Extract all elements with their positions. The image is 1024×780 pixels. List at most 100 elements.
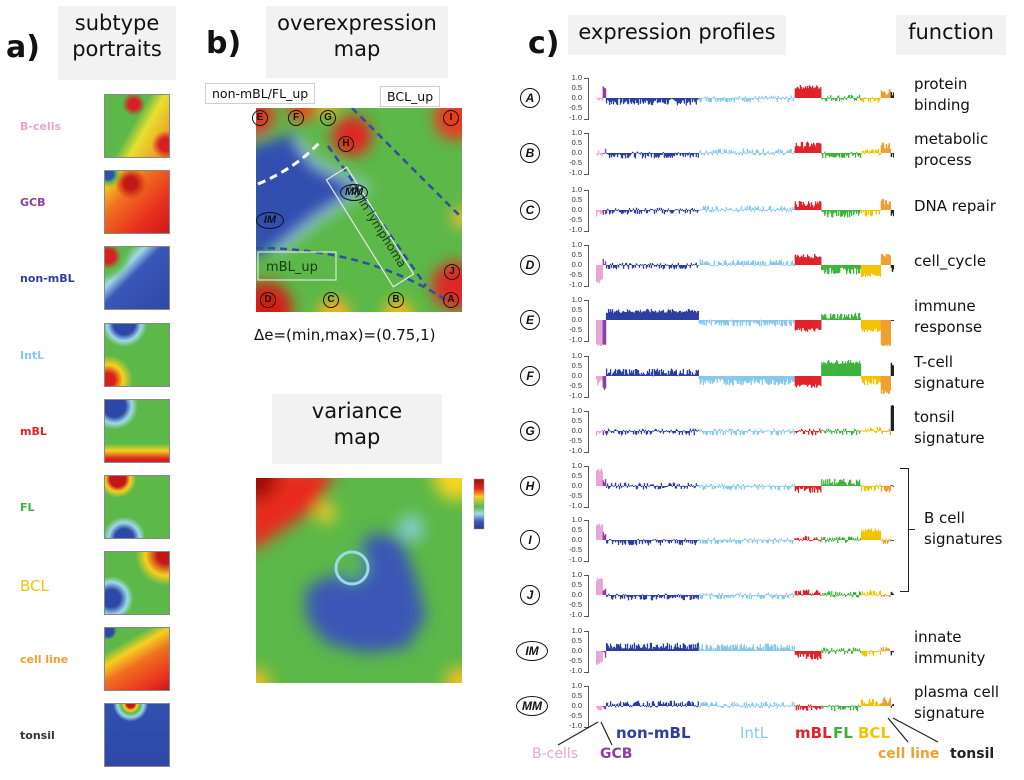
bar-mbl: [814, 376, 816, 388]
bar-fl: [833, 649, 835, 651]
bar-non-mbl: [632, 370, 635, 376]
bar-non-mbl: [639, 647, 642, 651]
bar-intl: [714, 376, 716, 380]
bar-mbl: [814, 706, 816, 708]
bar-mbl: [813, 429, 815, 431]
bar-mbl: [799, 146, 802, 153]
bar-fl: [856, 648, 859, 651]
bar-mbl: [804, 486, 807, 490]
bar-non-mbl: [620, 647, 623, 651]
bar-fl: [821, 98, 823, 100]
bar-fl: [843, 429, 845, 431]
bar-intl: [770, 376, 772, 385]
bar-cell-line: [880, 90, 883, 98]
bar-intl: [768, 706, 770, 709]
bar-mbl: [815, 146, 817, 153]
bar-intl: [770, 152, 772, 153]
bar-intl: [756, 484, 758, 486]
bar-non-mbl: [628, 540, 631, 546]
bar-intl: [736, 593, 738, 595]
bar-intl: [717, 376, 719, 379]
bar-non-mbl: [695, 369, 697, 376]
bar-non-mbl: [617, 309, 620, 320]
bar-bcl: [860, 265, 863, 277]
bar-non-mbl: [614, 368, 617, 376]
bar-non-mbl: [618, 98, 621, 99]
bar-intl: [744, 96, 746, 98]
bar-intl: [765, 540, 767, 543]
bar-intl: [754, 650, 756, 652]
bar-non-mbl: [674, 265, 677, 268]
bar-intl: [791, 540, 793, 545]
bar-mbl: [801, 651, 804, 655]
bar-fl: [835, 651, 837, 654]
bar-non-mbl: [662, 431, 665, 434]
bar-cell-line: [885, 539, 888, 541]
bar-intl: [731, 644, 733, 651]
bar-mbl: [818, 651, 820, 657]
bar-mbl: [802, 87, 805, 98]
bar-non-mbl: [639, 540, 642, 541]
bar-intl: [778, 539, 780, 541]
bar-intl: [780, 98, 782, 100]
bar-non-mbl: [660, 482, 663, 486]
bar-intl: [708, 210, 710, 212]
bar-intl: [700, 702, 702, 706]
bar-intl: [779, 261, 781, 265]
bar-non-mbl: [638, 703, 641, 706]
bar-mbl: [811, 486, 814, 493]
bar-intl: [761, 595, 763, 598]
bar-intl: [737, 152, 739, 154]
bar-bcl: [873, 98, 876, 102]
bar-non-mbl: [681, 98, 683, 101]
bar-mbl: [803, 486, 806, 491]
bar-mbl: [806, 320, 809, 332]
bar-intl: [747, 647, 749, 651]
bar-non-mbl: [673, 153, 676, 157]
bar-intl: [728, 428, 730, 431]
bar-non-mbl: [679, 265, 681, 269]
bar-mbl: [806, 430, 809, 432]
profile-chart-b: [596, 141, 894, 159]
bar-intl: [760, 647, 762, 651]
bar-non-mbl: [680, 265, 682, 269]
y-tick-label: 0.0: [571, 371, 582, 380]
bar-non-mbl: [609, 539, 612, 540]
bar-non-mbl: [656, 644, 659, 651]
bar-non-mbl: [661, 210, 664, 214]
bar-intl: [774, 151, 776, 153]
bar-intl: [705, 483, 707, 486]
bar-mbl: [803, 320, 806, 331]
bar-fl: [837, 483, 839, 486]
bar-fl: [834, 706, 836, 712]
bar-bcl: [877, 486, 880, 489]
bar-fl: [840, 539, 842, 540]
bar-non-mbl: [616, 370, 619, 376]
bar-intl: [733, 486, 735, 487]
bar-gcb: [604, 261, 607, 265]
y-tick-label: -0.5: [569, 215, 582, 224]
bar-non-mbl: [691, 540, 693, 545]
bar-non-mbl: [688, 431, 690, 436]
bar-mbl: [811, 205, 814, 210]
bar-fl: [849, 706, 852, 711]
bar-bcl: [867, 528, 870, 540]
bar-non-mbl: [688, 644, 690, 651]
bar-non-mbl: [626, 153, 629, 158]
bar-mbl: [798, 320, 801, 330]
bar-non-mbl: [642, 372, 645, 376]
y-axis: [584, 133, 589, 175]
portrait-non-mbl: [104, 246, 170, 310]
bar-intl: [721, 320, 723, 322]
bar-intl: [774, 431, 776, 432]
bar-intl: [701, 97, 703, 99]
bar-non-mbl: [649, 642, 652, 651]
bar-intl: [745, 153, 747, 154]
bar-intl: [791, 319, 793, 321]
function-line: binding: [914, 96, 970, 114]
bar-mbl: [799, 376, 802, 386]
bar-fl: [859, 317, 862, 320]
bar-cell-line: [886, 203, 889, 210]
bar-intl: [753, 153, 755, 155]
bar-intl: [778, 210, 780, 212]
